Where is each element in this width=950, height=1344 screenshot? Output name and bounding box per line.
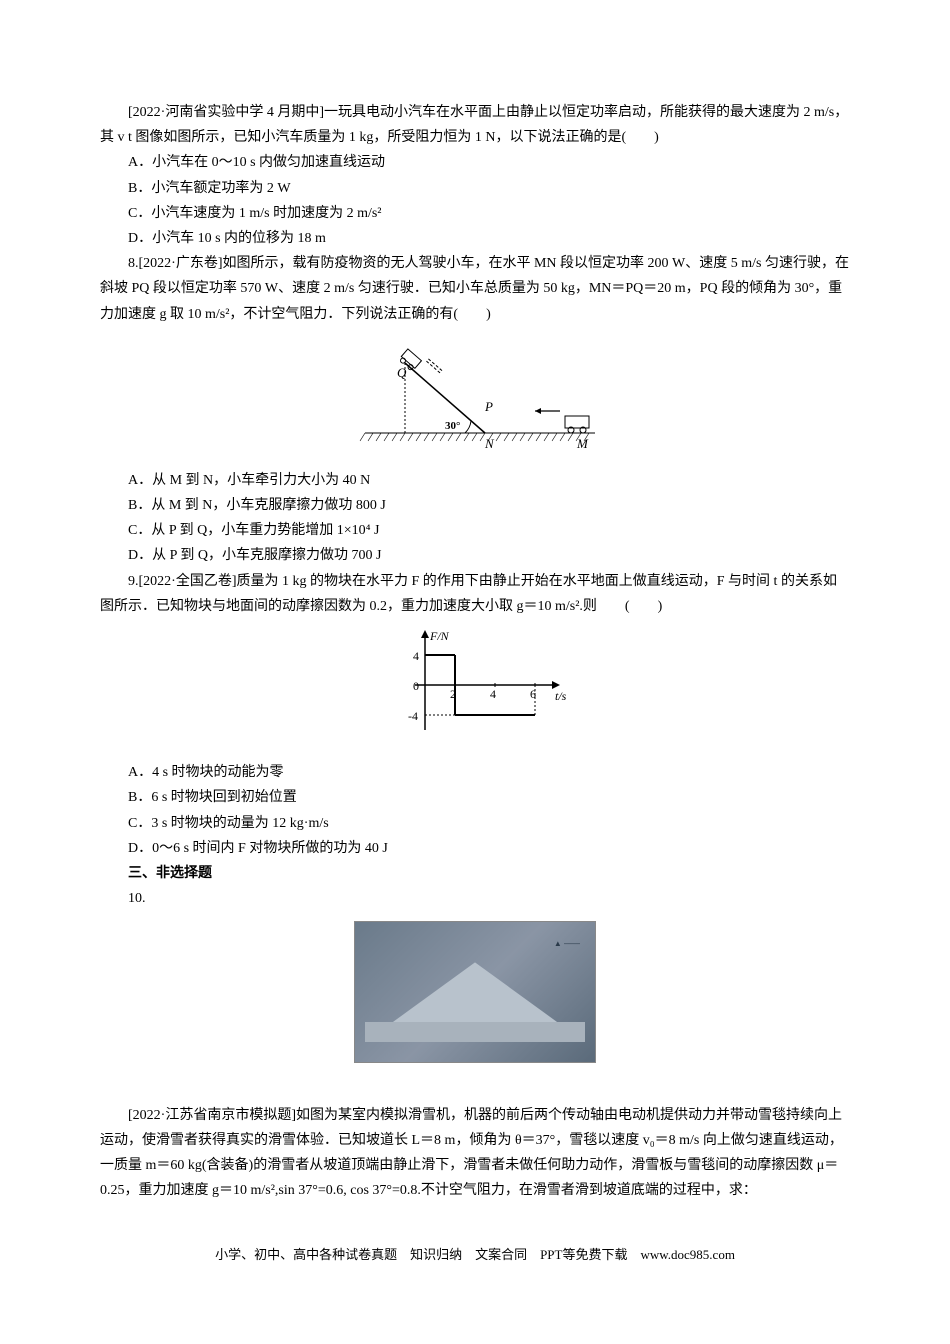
q8-option-a: A．从 M 到 N，小车牵引力大小为 40 N — [100, 468, 850, 493]
q9-option-d: D．0～6 s 时间内 F 对物块所做的功为 40 J — [100, 836, 850, 861]
ytick-4: 4 — [413, 649, 419, 663]
q10-image: ▲ —— — [100, 921, 850, 1072]
q8-diagram: 30° Q P N M — [100, 333, 850, 462]
ground-hatch — [360, 433, 589, 441]
ytick-neg4: -4 — [408, 709, 418, 723]
q7-option-d: D．小汽车 10 s 内的位移为 18 m — [100, 226, 850, 251]
q9-option-b: B．6 s 时物块回到初始位置 — [100, 785, 850, 810]
ytick-0: 0 — [413, 679, 419, 693]
q8-option-c: C．从 P 到 Q，小车重力势能增加 1×10⁴ J — [100, 518, 850, 543]
section-3-title: 三、非选择题 — [100, 861, 850, 886]
q7-option-c: C．小汽车速度为 1 m/s 时加速度为 2 m/s² — [100, 201, 850, 226]
q9-intro: 9.[2022·全国乙卷]质量为 1 kg 的物块在水平力 F 的作用下由静止开… — [100, 569, 850, 619]
q8-option-b: B．从 M 到 N，小车克服摩擦力做功 800 J — [100, 493, 850, 518]
xtick-4: 4 — [490, 687, 496, 701]
label-m: M — [576, 436, 589, 451]
page-content: [2022·河南省实验中学 4 月期中]一玩具电动小汽车在水平面上由静止以恒定功… — [0, 0, 950, 1327]
q7-option-b: B．小汽车额定功率为 2 W — [100, 176, 850, 201]
label-n: N — [484, 436, 495, 451]
ski-logo: ▲ —— — [554, 937, 580, 951]
ski-platform — [365, 1022, 585, 1042]
angle-label: 30° — [445, 420, 460, 432]
q10-num: 10. — [100, 886, 850, 911]
footer: 小学、初中、高中各种试卷真题 知识归纳 文案合同 PPT等免费下载 www.do… — [100, 1243, 850, 1266]
q7-option-a: A．小汽车在 0～10 s 内做匀加速直线运动 — [100, 150, 850, 175]
xlabel: t/s — [555, 689, 567, 703]
q9-option-a: A．4 s 时物块的动能为零 — [100, 760, 850, 785]
q10-intro: [2022·江苏省南京市模拟题]如图为某室内模拟滑雪机，机器的前后两个传动轴由电… — [100, 1103, 850, 1204]
label-p: P — [484, 399, 493, 414]
q9-chart: F/N t/s 4 0 -4 2 4 6 — [100, 625, 850, 754]
q9-option-c: C．3 s 时物块的动量为 12 kg·m/s — [100, 811, 850, 836]
q8-option-d: D．从 P 到 Q，小车克服摩擦力做功 700 J — [100, 543, 850, 568]
q8-intro: 8.[2022·广东卷]如图所示，载有防疫物资的无人驾驶小车，在水平 MN 段以… — [100, 251, 850, 327]
q7-intro: [2022·河南省实验中学 4 月期中]一玩具电动小汽车在水平面上由静止以恒定功… — [100, 100, 850, 150]
label-q: Q — [397, 365, 407, 380]
ylabel: F/N — [429, 629, 450, 643]
